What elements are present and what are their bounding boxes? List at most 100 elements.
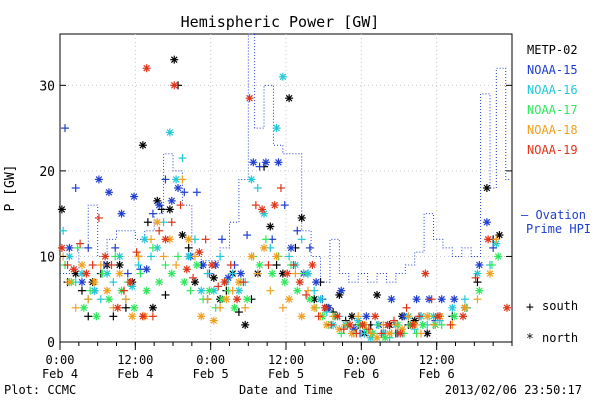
north-point: [482, 184, 491, 192]
south-point: [132, 248, 141, 257]
y-tick-label: 10: [39, 250, 55, 265]
south-point: [178, 154, 187, 163]
south-point: [285, 252, 294, 261]
marker-legend-south: + south: [526, 299, 578, 315]
south-point: [161, 290, 170, 299]
north-point: [94, 175, 103, 184]
north-point: [142, 286, 151, 295]
north-point: [362, 312, 371, 321]
south-point: [228, 286, 237, 295]
north-point: [65, 243, 74, 252]
south-point: [251, 201, 260, 210]
north-point: [170, 55, 179, 64]
south-point: [429, 320, 438, 329]
north-point: [115, 261, 124, 269]
south-point: [297, 235, 306, 244]
series-noaa-17: [61, 235, 503, 342]
south-point: [180, 188, 189, 197]
north-point: [266, 222, 275, 231]
south-point: [216, 252, 225, 261]
north-point: [274, 158, 283, 167]
north-point: [184, 235, 193, 244]
south-point: [487, 261, 496, 269]
south-point: [111, 252, 120, 261]
north-point: [278, 72, 287, 81]
satellite-legend: METP-02 NOAA-15 NOAA-16 NOAA-17 NOAA-18 NOAA-…: [527, 43, 578, 157]
north-point: [209, 316, 218, 325]
south-point: [354, 312, 363, 321]
north-point: [494, 252, 503, 261]
north-point: [268, 269, 277, 278]
north-point: [450, 295, 459, 304]
x-tick-label-time: 12:00: [419, 353, 455, 367]
north-point: [272, 124, 281, 133]
north-point: [182, 265, 191, 274]
footer-timestamp: 2013/02/06 23:50:17: [445, 383, 582, 397]
north-point: [255, 261, 264, 269]
north-point: [308, 261, 317, 269]
south-point: [176, 201, 185, 210]
north-point: [165, 205, 174, 214]
south-point: [61, 124, 70, 133]
north-point: [128, 312, 137, 321]
north-point: [346, 320, 355, 329]
south-point: [446, 320, 455, 329]
north-point: [287, 243, 296, 252]
south-point: [253, 269, 262, 278]
north-point: [155, 201, 164, 210]
south-point: [278, 303, 287, 312]
south-point: [201, 235, 210, 244]
north-point: [484, 235, 493, 244]
y-axis-label: P [GW]: [3, 165, 18, 212]
north-point: [486, 269, 495, 278]
south-point: [172, 261, 181, 269]
south-point: [226, 261, 235, 269]
north-point: [57, 243, 66, 252]
marker-legend-north: * north: [526, 331, 578, 347]
ovation-prime-step-line: [60, 33, 512, 283]
north-point: [230, 303, 239, 312]
north-point: [247, 252, 256, 261]
south-point: [303, 286, 312, 295]
south-point: [96, 261, 105, 269]
north-point: [396, 329, 405, 338]
north-point: [155, 278, 164, 287]
series-noaa-19: [57, 64, 511, 338]
north-point: [115, 269, 124, 278]
north-point: [130, 303, 139, 312]
north-point: [170, 81, 179, 90]
north-point: [421, 269, 430, 278]
north-point: [448, 303, 457, 312]
north-point: [247, 175, 256, 184]
south-point: [148, 209, 157, 218]
north-point: [101, 252, 110, 261]
north-point: [90, 278, 99, 287]
south-point: [261, 235, 270, 244]
south-point: [157, 205, 166, 214]
north-point: [103, 286, 112, 295]
north-point: [459, 312, 468, 321]
north-point: [297, 213, 306, 222]
north-point: [371, 312, 380, 321]
south-point: [239, 278, 248, 287]
x-tick-label-date: Feb 4: [117, 367, 153, 381]
north-point: [220, 278, 229, 287]
north-point: [130, 192, 139, 201]
legend-item-noaa-16: NOAA-16: [527, 83, 578, 97]
north-point: [184, 252, 193, 261]
north-point: [333, 312, 342, 321]
south-point: [109, 278, 118, 287]
south-point: [299, 269, 308, 278]
south-point: [460, 295, 469, 304]
north-point: [197, 286, 206, 295]
south-point: [366, 329, 375, 338]
legend-item-metp-02: METP-02: [527, 43, 578, 57]
south-point: [71, 184, 80, 192]
north-point: [117, 209, 126, 218]
north-point: [310, 303, 319, 312]
north-point: [337, 286, 346, 295]
y-tick-label: 30: [39, 79, 55, 94]
south-point: [214, 282, 223, 291]
north-point: [79, 303, 88, 312]
